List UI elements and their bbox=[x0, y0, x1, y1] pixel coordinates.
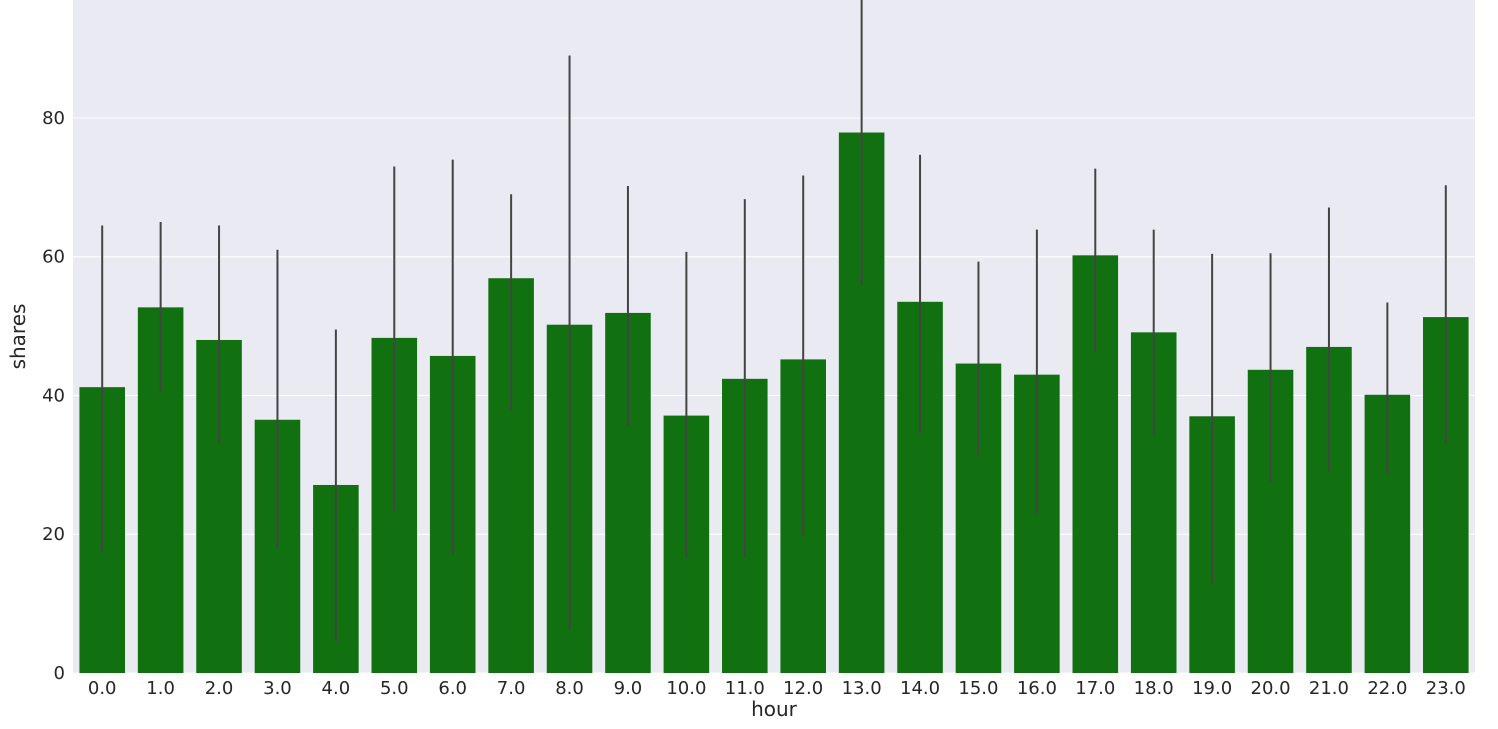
y-tick-label: 40 bbox=[42, 385, 65, 406]
x-tick-label: 11.0 bbox=[725, 678, 765, 699]
x-tick-label: 13.0 bbox=[842, 678, 882, 699]
error-bars bbox=[101, 0, 1447, 642]
x-tick-label: 19.0 bbox=[1192, 678, 1232, 699]
x-tick-label: 18.0 bbox=[1134, 678, 1174, 699]
x-tick-label: 17.0 bbox=[1075, 678, 1115, 699]
y-tick-label: 60 bbox=[42, 247, 65, 268]
x-tick-label: 5.0 bbox=[380, 678, 409, 699]
x-tick-label: 23.0 bbox=[1426, 678, 1466, 699]
x-tick-label: 14.0 bbox=[900, 678, 940, 699]
y-tick-label: 0 bbox=[54, 663, 65, 684]
x-axis-label: hour bbox=[751, 697, 798, 721]
x-tick-labels: 0.0 1.0 2.0 3.0 4.0 5.0 6.0 7.0 8.0 9.0 10.0 11.0 12… bbox=[88, 678, 1466, 699]
x-tick-label: 2.0 bbox=[205, 678, 234, 699]
x-tick-label: 1.0 bbox=[146, 678, 175, 699]
x-tick-label: 4.0 bbox=[322, 678, 351, 699]
x-tick-label: 20.0 bbox=[1251, 678, 1291, 699]
y-tick-label: 20 bbox=[42, 524, 65, 545]
x-tick-label: 8.0 bbox=[555, 678, 584, 699]
y-tick-label: 80 bbox=[42, 108, 65, 129]
x-tick-label: 6.0 bbox=[438, 678, 467, 699]
x-tick-label: 10.0 bbox=[666, 678, 706, 699]
x-tick-label: 15.0 bbox=[958, 678, 998, 699]
plot-background bbox=[73, 0, 1475, 673]
y-tick-labels: 0 20 40 60 80 bbox=[42, 108, 65, 684]
y-axis-label: shares bbox=[6, 304, 30, 370]
x-tick-label: 3.0 bbox=[263, 678, 292, 699]
x-tick-label: 12.0 bbox=[783, 678, 823, 699]
x-tick-label: 21.0 bbox=[1309, 678, 1349, 699]
x-tick-label: 16.0 bbox=[1017, 678, 1057, 699]
x-tick-label: 9.0 bbox=[614, 678, 643, 699]
grid-lines bbox=[73, 117, 1475, 674]
x-tick-label: 22.0 bbox=[1367, 678, 1407, 699]
x-tick-label: 0.0 bbox=[88, 678, 117, 699]
x-tick-label: 7.0 bbox=[497, 678, 526, 699]
